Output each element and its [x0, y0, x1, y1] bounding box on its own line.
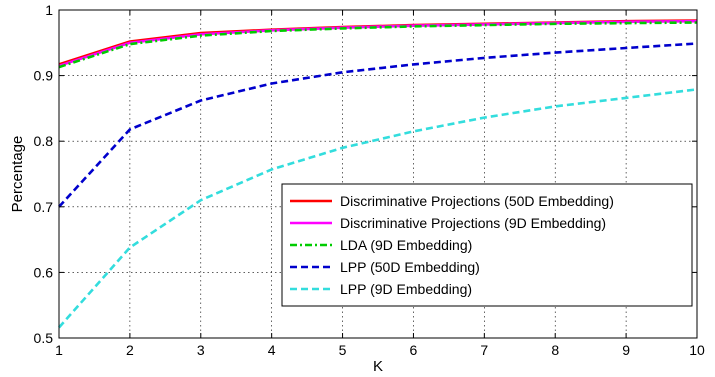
y-tick-label: 0.8 [34, 133, 54, 149]
series-line-2 [58, 21, 698, 69]
y-tick-label: 0.6 [34, 264, 54, 280]
x-axis-label: K [373, 358, 383, 375]
x-tick-label: 9 [622, 342, 630, 358]
legend-label: LPP (9D Embedding) [340, 281, 472, 297]
y-tick-label: 0.9 [34, 68, 54, 84]
series-line-3 [58, 42, 698, 208]
x-tick-label: 2 [126, 342, 134, 358]
x-tick-label: 1 [55, 342, 63, 358]
x-tick-label: 3 [197, 342, 205, 358]
series-line-1 [58, 19, 698, 68]
legend-label: LDA (9D Embedding) [340, 237, 472, 253]
legend: Discriminative Projections (50D Embeddin… [281, 183, 693, 307]
y-tick-label: 0.5 [34, 330, 54, 346]
y-axis-label: Percentage [9, 136, 26, 213]
axis-ticks: 1 2 3 4 5 6 7 8 9 10 0.5 0.6 0.7 0.8 0.9 1 [34, 2, 705, 358]
x-tick-label: 8 [551, 342, 559, 358]
x-tick-label: 10 [689, 342, 705, 358]
series-line-4 [58, 88, 698, 329]
x-tick-label: 4 [268, 342, 276, 358]
legend-label: Discriminative Projections (9D Embedding… [340, 215, 606, 231]
y-tick-label: 1 [45, 2, 53, 18]
legend-label: Discriminative Projections (50D Embeddin… [340, 193, 614, 209]
x-tick-label: 7 [480, 342, 488, 358]
x-tick-label: 5 [339, 342, 347, 358]
legend-box [281, 183, 693, 307]
plot-frame [58, 9, 698, 339]
legend-label: LPP (50D Embedding) [340, 259, 480, 275]
series-lines [58, 19, 698, 329]
x-tick-label: 6 [410, 342, 418, 358]
y-tick-label: 0.7 [34, 199, 54, 215]
